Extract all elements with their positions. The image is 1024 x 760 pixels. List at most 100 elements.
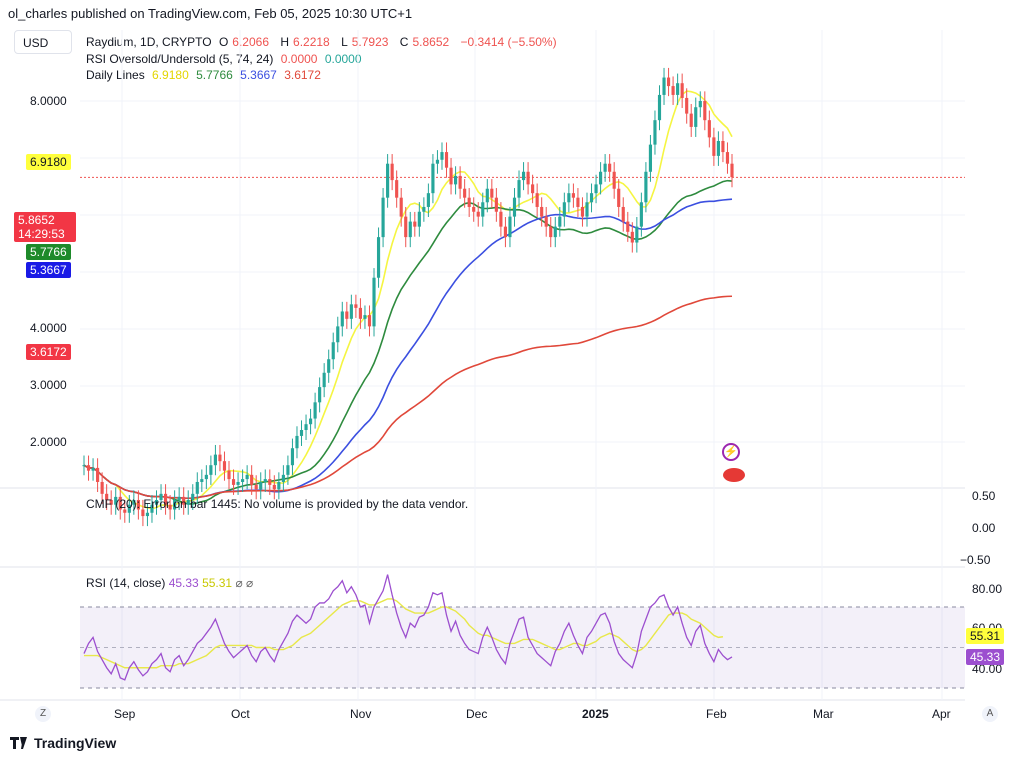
candle-body — [544, 216, 548, 227]
candle-body — [82, 465, 86, 467]
candle-body — [458, 175, 462, 189]
candle-body — [426, 193, 430, 207]
candle-body — [259, 481, 263, 490]
candle-body — [254, 484, 258, 490]
candle-body — [698, 101, 702, 108]
candle-body — [313, 402, 317, 419]
price-axis-label: 4.0000 — [30, 321, 67, 335]
candle-body — [499, 211, 503, 227]
candle-body — [100, 481, 104, 494]
candle-body — [245, 474, 249, 480]
candle-body — [195, 481, 199, 494]
candle-body — [576, 197, 580, 207]
candle-body — [712, 137, 716, 156]
candle-body — [404, 216, 408, 238]
candle-body — [295, 435, 299, 449]
cmf-axis-label: 0.50 — [972, 489, 996, 503]
candle-body — [526, 171, 530, 185]
candle-body — [671, 86, 675, 95]
candle-body — [567, 193, 571, 203]
rsi-axis-label: 80.00 — [972, 582, 1003, 596]
last-price-tag: 5.8652 14:29:53 — [14, 212, 76, 242]
candle-body — [467, 197, 471, 207]
candle-body — [395, 180, 399, 198]
candle-body — [535, 193, 539, 207]
tradingview-logo: TradingView — [10, 735, 116, 751]
candle-body — [449, 167, 453, 185]
x-axis-label: Mar — [813, 707, 834, 721]
candle-body — [304, 424, 308, 430]
candle-body — [222, 461, 227, 471]
candle-body — [127, 504, 131, 513]
candle-body — [386, 163, 390, 198]
candle-body — [182, 496, 186, 505]
candle-body — [331, 342, 335, 360]
candle-body — [531, 184, 535, 194]
ma4-price-tag: 3.6172 — [26, 344, 71, 360]
candle-body — [517, 180, 521, 198]
cmf-axis-label: −0.50 — [960, 553, 991, 567]
candle-body — [571, 193, 575, 198]
candle-body — [694, 107, 698, 127]
high-label: H 6.2218 — [280, 35, 330, 49]
candle-body — [141, 509, 145, 517]
candle-body — [662, 77, 666, 95]
candle-body — [490, 188, 494, 198]
us-flag-icon[interactable] — [721, 466, 747, 484]
candle-body — [163, 493, 168, 505]
auto-scale-button[interactable]: A — [982, 706, 998, 722]
candle-body — [494, 197, 498, 212]
ma3-line — [83, 198, 733, 499]
candle-body — [250, 474, 254, 485]
candle-body — [109, 499, 113, 505]
candle-body — [463, 188, 467, 198]
ma3-price-tag: 5.3667 — [26, 262, 71, 278]
candle-body — [241, 479, 245, 482]
x-axis-label: Sep — [114, 707, 136, 721]
candle-body — [290, 448, 295, 466]
candle-body — [685, 97, 689, 114]
candle-body — [444, 152, 449, 168]
candle-body — [209, 465, 213, 475]
candle-body — [286, 465, 290, 475]
candle-body — [626, 221, 630, 232]
candle-body — [540, 206, 544, 217]
candle-body — [476, 211, 480, 217]
lightning-icon[interactable]: ⚡ — [722, 443, 740, 461]
candle-body — [435, 159, 440, 164]
candle-body — [372, 277, 376, 327]
ma2-line — [83, 179, 733, 505]
candle-body — [123, 509, 127, 513]
candle-body — [367, 315, 372, 327]
candle-body — [399, 197, 403, 217]
low-label: L 5.7923 — [341, 35, 389, 49]
zoom-reset-button[interactable]: Z — [35, 706, 51, 722]
candle-body — [621, 206, 625, 222]
candle-body — [716, 140, 720, 156]
candle-body — [268, 479, 272, 485]
candle-body — [617, 188, 621, 207]
candle-body — [422, 206, 426, 212]
ma4-line — [83, 295, 733, 500]
candle-body — [666, 77, 671, 87]
candle-body — [204, 474, 208, 480]
candle-body — [707, 120, 711, 138]
candle-body — [91, 467, 95, 471]
cmf-label: CMF (20): Error on bar 1445: No volume i… — [86, 497, 469, 511]
candle-body — [173, 499, 177, 510]
candle-body — [390, 163, 394, 181]
candle-body — [186, 499, 190, 505]
candle-body — [308, 418, 313, 425]
open-label: O 6.2066 — [218, 35, 269, 49]
change-label: −0.3414 (−5.50%) — [460, 35, 557, 49]
candle-body — [553, 226, 557, 238]
currency-button[interactable]: USD — [14, 30, 72, 54]
candle-body — [639, 202, 643, 227]
rsi-line — [83, 574, 733, 681]
candle-body — [105, 493, 109, 500]
candle-body — [594, 184, 598, 194]
candle-body — [381, 197, 385, 238]
rsi-os-legend: RSI Oversold/Undersold (5, 74, 24) 0.000… — [86, 52, 362, 66]
candle-body — [408, 221, 412, 238]
